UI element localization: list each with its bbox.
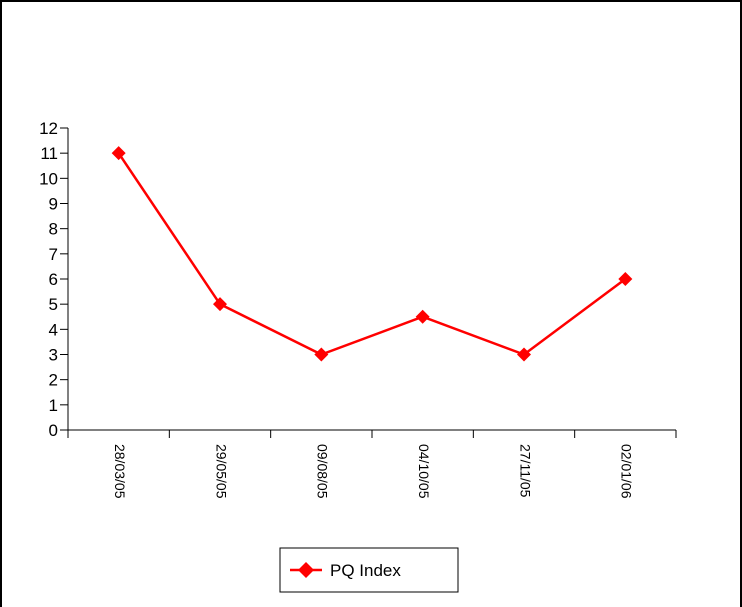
series-line xyxy=(117,152,627,356)
y-tick-label: 9 xyxy=(49,195,58,214)
data-point-marker xyxy=(517,347,531,362)
x-tick-label: 09/08/05 xyxy=(315,444,331,499)
legend-label: PQ Index xyxy=(330,561,401,580)
y-tick-label: 6 xyxy=(49,270,58,289)
legend-diamond-marker xyxy=(298,562,314,578)
y-tick-label: 5 xyxy=(49,295,58,314)
y-tick-label: 2 xyxy=(49,371,58,390)
x-tick-label: 28/03/05 xyxy=(112,444,128,499)
x-axis: 28/03/05 29/05/05 09/08/05 04/10/05 27/11/05… xyxy=(67,429,677,499)
data-point-marker xyxy=(213,297,227,312)
y-tick-label: 10 xyxy=(39,169,58,188)
y-tick-label: 11 xyxy=(40,144,58,163)
y-tick-label: 7 xyxy=(49,245,58,264)
data-point-marker xyxy=(618,272,633,286)
data-point-marker xyxy=(111,146,126,161)
x-tick-label: 29/05/05 xyxy=(213,444,229,499)
y-tick-label: 4 xyxy=(49,320,58,339)
x-tick-label: 04/10/05 xyxy=(416,444,432,499)
y-tick-label: 3 xyxy=(49,346,58,365)
data-point-marker xyxy=(415,309,430,324)
x-tick-label: 02/01/06 xyxy=(619,444,635,499)
x-tick-label: 27/11/05 xyxy=(517,444,533,498)
y-tick-label: 1 xyxy=(49,396,58,415)
y-tick-label: 12 xyxy=(39,119,58,138)
y-tick-label: 0 xyxy=(49,421,58,440)
legend: PQ Index xyxy=(279,547,459,593)
data-point-marker xyxy=(314,347,329,362)
y-tick-label: 8 xyxy=(49,220,58,239)
series-layer xyxy=(111,146,633,362)
